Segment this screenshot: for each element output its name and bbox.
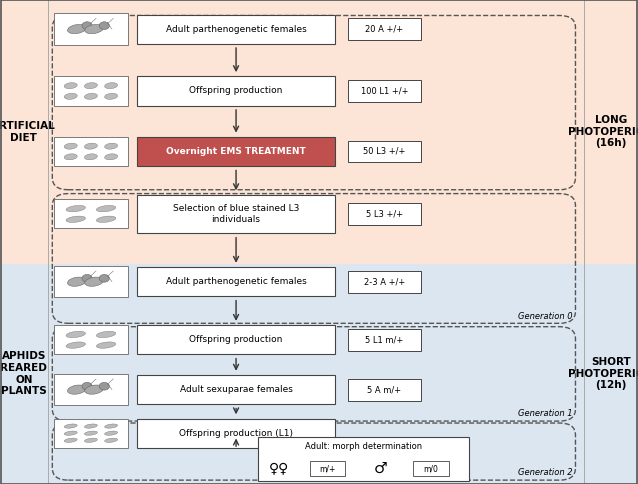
FancyBboxPatch shape xyxy=(348,140,421,162)
Bar xyxy=(0,264,638,484)
Ellipse shape xyxy=(96,216,115,223)
Text: ARTIFICIAL
DIET: ARTIFICIAL DIET xyxy=(0,121,56,143)
Text: ♂: ♂ xyxy=(374,461,387,476)
Ellipse shape xyxy=(68,385,86,394)
FancyBboxPatch shape xyxy=(54,14,128,45)
Circle shape xyxy=(100,382,110,390)
FancyBboxPatch shape xyxy=(54,419,128,448)
Text: APHIDS
REARED
ON
PLANTS: APHIDS REARED ON PLANTS xyxy=(1,351,47,396)
Ellipse shape xyxy=(105,438,117,442)
Text: m/+: m/+ xyxy=(320,464,336,473)
Ellipse shape xyxy=(85,277,103,287)
Text: ♀♀: ♀♀ xyxy=(269,462,290,475)
Ellipse shape xyxy=(96,205,115,212)
Text: 2-3 A +/+: 2-3 A +/+ xyxy=(364,277,405,286)
Text: 50 L3 +/+: 50 L3 +/+ xyxy=(363,147,406,156)
Ellipse shape xyxy=(84,431,98,435)
FancyBboxPatch shape xyxy=(54,374,128,406)
Ellipse shape xyxy=(64,424,77,428)
Ellipse shape xyxy=(96,342,115,348)
Bar xyxy=(0,0,638,264)
FancyBboxPatch shape xyxy=(413,461,449,476)
Ellipse shape xyxy=(105,93,117,99)
Text: 20 A +/+: 20 A +/+ xyxy=(366,25,403,33)
FancyBboxPatch shape xyxy=(54,137,128,166)
Text: 5 L1 m/+: 5 L1 m/+ xyxy=(366,335,403,344)
Text: 5 A m/+: 5 A m/+ xyxy=(367,385,401,394)
Text: Selection of blue stained L3
individuals: Selection of blue stained L3 individuals xyxy=(173,204,299,224)
Text: Adult: morph determination: Adult: morph determination xyxy=(305,442,422,451)
FancyBboxPatch shape xyxy=(310,461,345,476)
FancyBboxPatch shape xyxy=(348,271,421,292)
Ellipse shape xyxy=(84,154,98,160)
Ellipse shape xyxy=(64,143,77,149)
Ellipse shape xyxy=(64,83,77,89)
Ellipse shape xyxy=(84,438,98,442)
Ellipse shape xyxy=(64,438,77,442)
FancyBboxPatch shape xyxy=(137,137,335,166)
Ellipse shape xyxy=(85,24,103,34)
FancyBboxPatch shape xyxy=(137,419,335,448)
Ellipse shape xyxy=(105,83,117,89)
FancyBboxPatch shape xyxy=(348,203,421,225)
Ellipse shape xyxy=(64,431,77,435)
Ellipse shape xyxy=(105,143,117,149)
Ellipse shape xyxy=(105,431,117,435)
Ellipse shape xyxy=(64,93,77,99)
Text: Offspring production (L1): Offspring production (L1) xyxy=(179,429,293,438)
Text: 100 L1 +/+: 100 L1 +/+ xyxy=(360,87,408,95)
FancyBboxPatch shape xyxy=(348,378,421,401)
Ellipse shape xyxy=(96,331,115,338)
FancyBboxPatch shape xyxy=(54,76,128,106)
Circle shape xyxy=(82,274,92,282)
FancyBboxPatch shape xyxy=(348,329,421,350)
Text: Adult parthenogenetic females: Adult parthenogenetic females xyxy=(166,25,306,33)
Text: Adult parthenogenetic females: Adult parthenogenetic females xyxy=(166,277,306,286)
Circle shape xyxy=(100,274,110,282)
FancyBboxPatch shape xyxy=(54,266,128,297)
FancyBboxPatch shape xyxy=(137,76,335,106)
Ellipse shape xyxy=(84,424,98,428)
FancyBboxPatch shape xyxy=(258,437,469,481)
Text: Generation 1: Generation 1 xyxy=(517,409,572,418)
Circle shape xyxy=(82,382,92,390)
FancyBboxPatch shape xyxy=(137,267,335,296)
FancyBboxPatch shape xyxy=(137,375,335,404)
Ellipse shape xyxy=(84,143,98,149)
Text: Adult sexuparae females: Adult sexuparae females xyxy=(180,385,292,394)
Ellipse shape xyxy=(84,83,98,89)
Ellipse shape xyxy=(66,216,85,223)
Ellipse shape xyxy=(66,205,85,212)
Circle shape xyxy=(100,22,110,30)
Text: Generation 2: Generation 2 xyxy=(517,469,572,477)
Text: 5 L3 +/+: 5 L3 +/+ xyxy=(366,210,403,218)
Ellipse shape xyxy=(64,154,77,160)
Ellipse shape xyxy=(66,331,85,338)
Ellipse shape xyxy=(68,24,86,34)
FancyBboxPatch shape xyxy=(137,15,335,44)
Ellipse shape xyxy=(105,154,117,160)
Circle shape xyxy=(82,22,92,30)
FancyBboxPatch shape xyxy=(348,80,421,102)
Text: Offspring production: Offspring production xyxy=(189,335,283,344)
Text: LONG
PHOTOPERIOD
(16h): LONG PHOTOPERIOD (16h) xyxy=(568,115,638,149)
Text: Generation 0: Generation 0 xyxy=(517,312,572,320)
Ellipse shape xyxy=(66,342,85,348)
Text: m/0: m/0 xyxy=(424,464,438,473)
Text: Offspring production: Offspring production xyxy=(189,87,283,95)
Ellipse shape xyxy=(68,277,86,287)
FancyBboxPatch shape xyxy=(137,325,335,354)
Ellipse shape xyxy=(85,385,103,394)
FancyBboxPatch shape xyxy=(54,325,128,354)
FancyBboxPatch shape xyxy=(54,199,128,228)
FancyBboxPatch shape xyxy=(348,18,421,40)
FancyBboxPatch shape xyxy=(137,195,335,233)
Text: Overnight EMS TREATMENT: Overnight EMS TREATMENT xyxy=(166,147,306,156)
Ellipse shape xyxy=(84,93,98,99)
Text: SHORT
PHOTOPERIOD
(12h): SHORT PHOTOPERIOD (12h) xyxy=(568,357,638,391)
Ellipse shape xyxy=(105,424,117,428)
